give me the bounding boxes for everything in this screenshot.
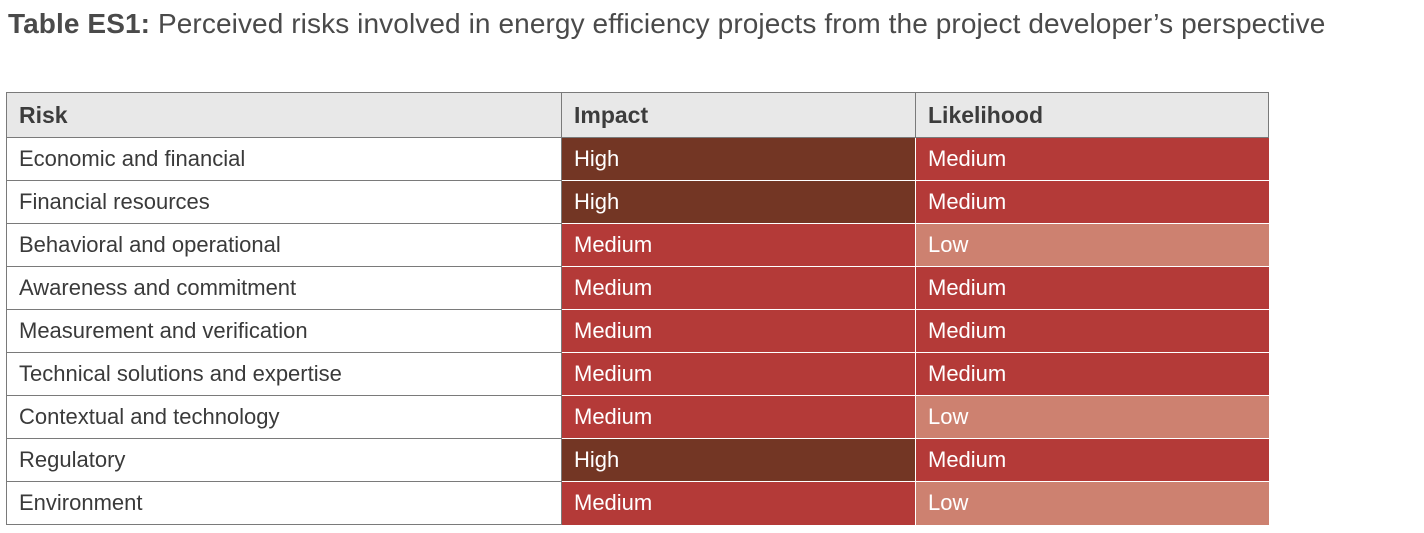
- header-impact: Impact: [561, 92, 916, 138]
- risk-table: Risk Impact Likelihood Economic and fina…: [6, 92, 1269, 525]
- impact-cell: High: [561, 137, 916, 181]
- likelihood-cell: Low: [915, 481, 1269, 525]
- table-row: Technical solutions and expertise Medium…: [6, 352, 1269, 396]
- table-row: Measurement and verification Medium Medi…: [6, 309, 1269, 353]
- impact-cell: High: [561, 180, 916, 224]
- risk-cell: Regulatory: [6, 438, 562, 482]
- impact-cell: Medium: [561, 481, 916, 525]
- table-header-row: Risk Impact Likelihood: [6, 92, 1269, 138]
- caption-label: Table ES1:: [8, 8, 151, 39]
- likelihood-cell: Medium: [915, 309, 1269, 353]
- table-row: Awareness and commitment Medium Medium: [6, 266, 1269, 310]
- risk-cell: Measurement and verification: [6, 309, 562, 353]
- impact-cell: Medium: [561, 309, 916, 353]
- header-risk: Risk: [6, 92, 562, 138]
- likelihood-cell: Low: [915, 395, 1269, 439]
- header-likelihood: Likelihood: [915, 92, 1269, 138]
- likelihood-cell: Medium: [915, 137, 1269, 181]
- risk-cell: Environment: [6, 481, 562, 525]
- table-caption: Table ES1: Perceived risks involved in e…: [8, 4, 1325, 44]
- likelihood-cell: Low: [915, 223, 1269, 267]
- table-row: Behavioral and operational Medium Low: [6, 223, 1269, 267]
- risk-cell: Contextual and technology: [6, 395, 562, 439]
- risk-cell: Behavioral and operational: [6, 223, 562, 267]
- table-row: Regulatory High Medium: [6, 438, 1269, 482]
- risk-cell: Technical solutions and expertise: [6, 352, 562, 396]
- impact-cell: Medium: [561, 352, 916, 396]
- caption-text: Perceived risks involved in energy effic…: [150, 8, 1326, 39]
- risk-cell: Financial resources: [6, 180, 562, 224]
- impact-cell: Medium: [561, 266, 916, 310]
- table-row: Contextual and technology Medium Low: [6, 395, 1269, 439]
- risk-cell: Economic and financial: [6, 137, 562, 181]
- impact-cell: High: [561, 438, 916, 482]
- table-row: Environment Medium Low: [6, 481, 1269, 525]
- impact-cell: Medium: [561, 395, 916, 439]
- table-row: Financial resources High Medium: [6, 180, 1269, 224]
- likelihood-cell: Medium: [915, 438, 1269, 482]
- likelihood-cell: Medium: [915, 180, 1269, 224]
- risk-cell: Awareness and commitment: [6, 266, 562, 310]
- impact-cell: Medium: [561, 223, 916, 267]
- table-row: Economic and financial High Medium: [6, 137, 1269, 181]
- likelihood-cell: Medium: [915, 352, 1269, 396]
- likelihood-cell: Medium: [915, 266, 1269, 310]
